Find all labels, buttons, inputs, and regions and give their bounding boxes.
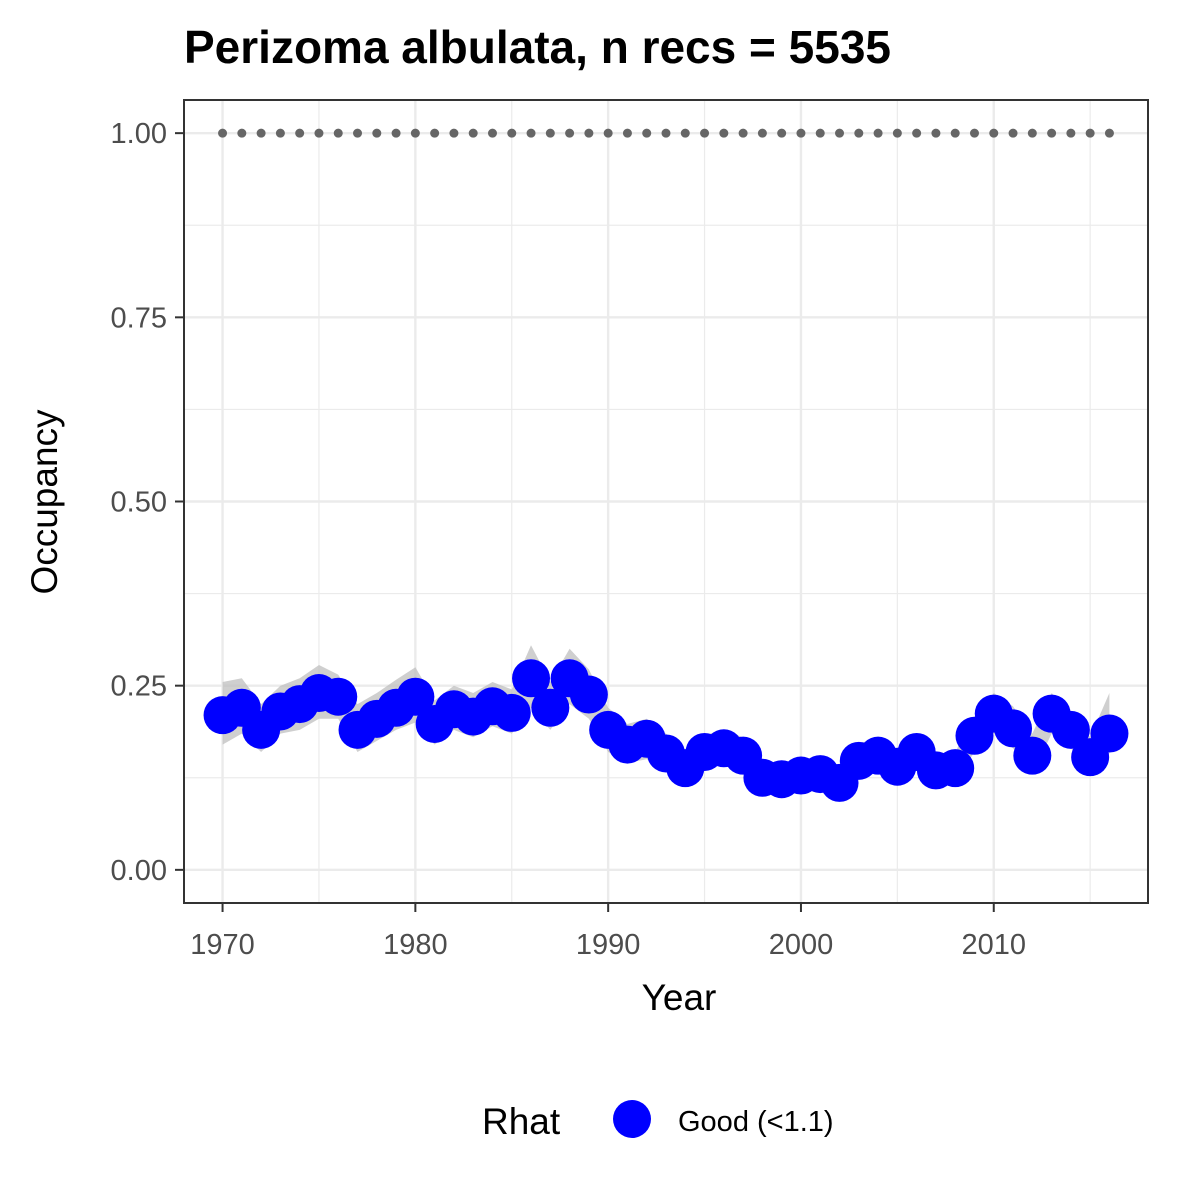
- x-axis: 1970 1980 1990 2000 2010: [190, 903, 1026, 961]
- reference-point: [256, 128, 266, 138]
- occupancy-points: [203, 659, 1129, 802]
- reference-point: [1085, 128, 1095, 138]
- occupancy-point: [531, 688, 570, 727]
- reference-point: [333, 128, 343, 138]
- reference-point: [1008, 128, 1018, 138]
- chart-title: Perizoma albulata, n recs = 5535: [184, 21, 891, 73]
- reference-point: [449, 128, 459, 138]
- reference-point: [1104, 128, 1114, 138]
- reference-point: [353, 128, 363, 138]
- occupancy-point: [994, 709, 1033, 748]
- reference-point: [892, 128, 902, 138]
- reference-points: [218, 128, 1114, 138]
- reference-point: [1027, 128, 1037, 138]
- reference-point: [487, 128, 497, 138]
- reference-point: [391, 128, 401, 138]
- reference-point: [1047, 128, 1057, 138]
- reference-point: [642, 128, 652, 138]
- reference-point: [950, 128, 960, 138]
- reference-point: [931, 128, 941, 138]
- reference-point: [815, 128, 825, 138]
- occupancy-point: [396, 677, 435, 716]
- reference-point: [719, 128, 729, 138]
- reference-point: [989, 128, 999, 138]
- x-tick-label: 1990: [576, 929, 641, 961]
- reference-point: [661, 128, 671, 138]
- reference-point: [738, 128, 748, 138]
- legend-title: Rhat: [482, 1101, 561, 1142]
- occupancy-point: [1051, 710, 1090, 749]
- occupancy-point: [936, 749, 975, 788]
- legend: Rhat Good (<1.1): [482, 1100, 834, 1142]
- y-tick-label: 0.00: [111, 855, 167, 887]
- x-axis-title: Year: [642, 977, 717, 1018]
- reference-point: [835, 128, 845, 138]
- reference-point: [680, 128, 690, 138]
- reference-point: [854, 128, 864, 138]
- reference-point: [545, 128, 555, 138]
- legend-key-good: [613, 1100, 651, 1138]
- reference-point: [912, 128, 922, 138]
- reference-point: [275, 128, 285, 138]
- reference-point: [757, 128, 767, 138]
- reference-point: [565, 128, 575, 138]
- y-axis: 0.00 0.25 0.50 0.75 1.00: [111, 118, 184, 887]
- reference-point: [700, 128, 710, 138]
- reference-point: [777, 128, 787, 138]
- reference-point: [603, 128, 613, 138]
- reference-point: [1066, 128, 1076, 138]
- reference-point: [796, 128, 806, 138]
- reference-point: [873, 128, 883, 138]
- occupancy-point: [492, 693, 531, 732]
- y-tick-label: 1.00: [111, 118, 167, 150]
- y-tick-label: 0.75: [111, 302, 167, 334]
- x-tick-label: 2000: [769, 929, 834, 961]
- reference-point: [430, 128, 440, 138]
- y-tick-label: 0.25: [111, 671, 167, 703]
- y-axis-title: Occupancy: [24, 409, 65, 595]
- y-tick-label: 0.50: [111, 487, 167, 519]
- occupancy-point: [1090, 714, 1129, 753]
- reference-point: [218, 128, 228, 138]
- occupancy-point: [1013, 736, 1052, 775]
- reference-point: [468, 128, 478, 138]
- occupancy-point: [319, 677, 358, 716]
- reference-point: [372, 128, 382, 138]
- reference-point: [410, 128, 420, 138]
- reference-point: [507, 128, 517, 138]
- occupancy-point: [569, 675, 608, 714]
- occupancy-point: [512, 659, 551, 698]
- reference-point: [526, 128, 536, 138]
- reference-point: [295, 128, 305, 138]
- x-tick-label: 2010: [962, 929, 1027, 961]
- legend-label-good: Good (<1.1): [678, 1106, 834, 1138]
- reference-point: [969, 128, 979, 138]
- reference-point: [314, 128, 324, 138]
- reference-point: [622, 128, 632, 138]
- grid-lines: [184, 100, 1148, 903]
- reference-point: [584, 128, 594, 138]
- reference-point: [237, 128, 247, 138]
- x-tick-label: 1980: [383, 929, 448, 961]
- x-tick-label: 1970: [190, 929, 255, 961]
